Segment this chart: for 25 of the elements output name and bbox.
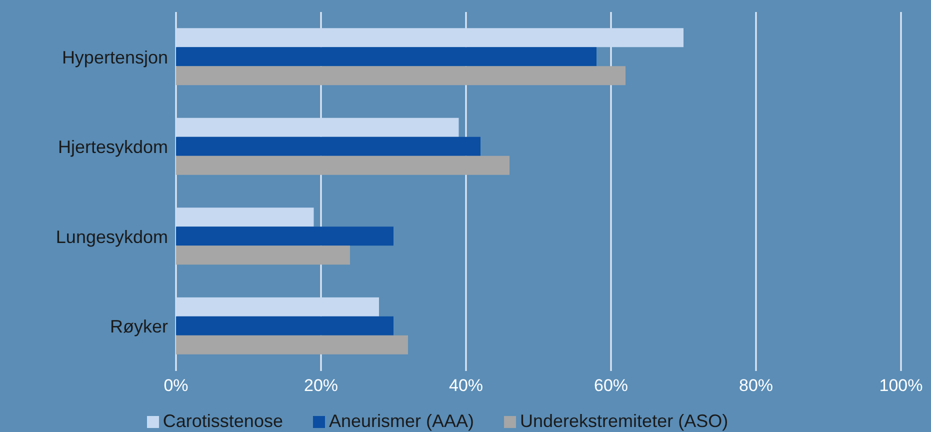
x-tick-label: 20%: [304, 376, 338, 396]
legend-label: Aneurismer (AAA): [328, 411, 474, 431]
y-tick-label: Røyker: [110, 316, 168, 337]
y-tick-label: Hjertesykdom: [58, 137, 168, 158]
x-tick-label: 60%: [594, 376, 628, 396]
bar: [176, 297, 379, 316]
bar: [176, 226, 394, 246]
y-tick-label: Lungesykdom: [56, 226, 168, 247]
legend-label: Underekstremiteter (ASO): [520, 411, 728, 431]
x-tick-label: 40%: [448, 376, 484, 396]
bar: [176, 208, 314, 227]
bar: [176, 246, 350, 265]
y-tick-label: Hypertensjon: [62, 47, 168, 68]
bar: [176, 118, 459, 137]
bar: [176, 316, 394, 336]
x-tick-label: 100%: [879, 376, 923, 396]
bar: [176, 47, 596, 66]
bar: [176, 66, 626, 86]
bar: [176, 156, 510, 175]
bar: [176, 28, 684, 48]
bar: [176, 136, 480, 156]
bar: [176, 335, 408, 354]
x-tick-label: 0%: [164, 376, 188, 396]
legend-label: Carotisstenose: [162, 411, 283, 431]
x-tick-label: 80%: [738, 376, 774, 396]
